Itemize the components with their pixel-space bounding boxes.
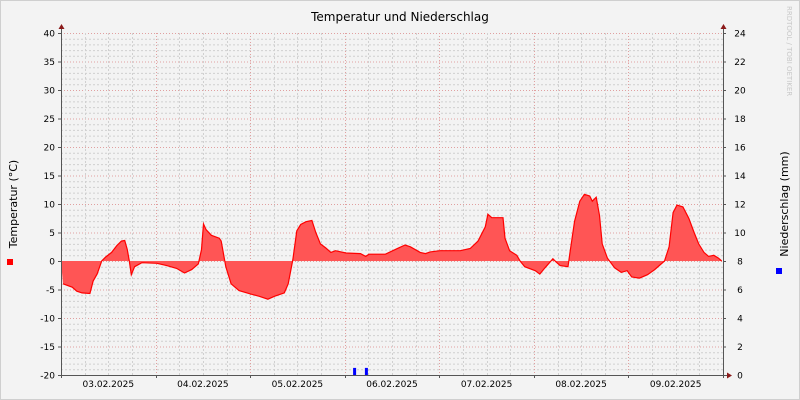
x-tick-label: 07.02.2025 — [461, 380, 513, 390]
y-tick-label: 35 — [44, 58, 55, 68]
temperature-line — [62, 193, 723, 300]
axes: -20-15-10-505101520253035400246810121416… — [40, 24, 746, 390]
precipitation-bar — [353, 367, 357, 375]
y-tick-label: 25 — [44, 115, 55, 125]
x-tick-label: 06.02.2025 — [366, 380, 418, 390]
y2-tick-label: 12 — [734, 201, 745, 211]
y-tick-label: 20 — [44, 144, 56, 154]
y2-axis-arrow — [720, 24, 727, 29]
precipitation-legend-swatch — [776, 268, 782, 274]
y-axis-arrow — [58, 24, 65, 29]
y2-tick-label: 22 — [734, 58, 745, 68]
y2-tick-label: 2 — [737, 343, 743, 353]
x-tick-label: 08.02.2025 — [555, 380, 607, 390]
y2-tick-label: 6 — [737, 286, 743, 296]
y2-tick-label: 18 — [734, 115, 746, 125]
watermark: RRDTOOL / TOBI OETIKER — [785, 6, 793, 96]
x-tick-label: 03.02.2025 — [83, 380, 135, 390]
y-tick-label: 10 — [44, 201, 56, 211]
y2-tick-label: 14 — [734, 172, 746, 182]
y-tick-label: 0 — [49, 258, 55, 268]
x-tick-label: 09.02.2025 — [650, 380, 702, 390]
y2-tick-label: 4 — [737, 315, 743, 325]
y2-tick-label: 24 — [734, 30, 746, 40]
y-tick-label: -15 — [40, 343, 55, 353]
y2-tick-label: 16 — [734, 144, 746, 154]
chart-title: Temperatur und Niederschlag — [310, 10, 489, 24]
y-axis-label: Temperatur (°C) — [7, 160, 20, 249]
temperature-area — [61, 193, 723, 300]
y2-axis-label: Niederschlag (mm) — [778, 151, 791, 256]
precipitation-bars — [353, 367, 368, 375]
x-axis-arrow — [727, 372, 732, 379]
y2-tick-label: 20 — [734, 87, 746, 97]
y2-tick-label: 10 — [734, 229, 746, 239]
precipitation-bar — [364, 367, 368, 375]
y2-tick-label: 8 — [737, 258, 743, 268]
temperature-fill — [61, 194, 722, 300]
x-tick-label: 04.02.2025 — [177, 380, 229, 390]
x-tick-label: 05.02.2025 — [272, 380, 324, 390]
y-tick-label: -10 — [40, 315, 55, 325]
y-tick-label: -5 — [46, 286, 55, 296]
y-tick-label: 40 — [44, 30, 56, 40]
y-tick-label: 30 — [44, 87, 56, 97]
temperature-legend-swatch — [7, 259, 13, 265]
y2-tick-label: 0 — [737, 372, 743, 382]
y-tick-label: 15 — [44, 172, 55, 182]
y-tick-label: 5 — [49, 229, 55, 239]
y-tick-label: -20 — [40, 372, 55, 382]
